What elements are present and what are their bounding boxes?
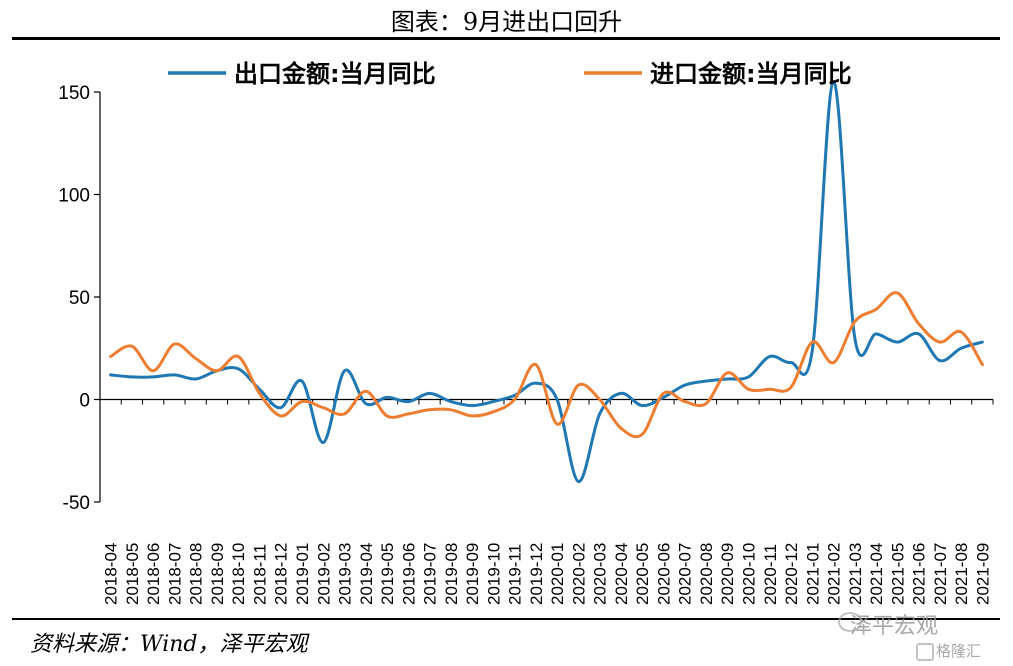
top-rule bbox=[12, 37, 1000, 40]
x-tick-label: 2019-04 bbox=[357, 543, 376, 605]
x-tick-label: 2021-01 bbox=[803, 543, 822, 605]
y-tick-label: -50 bbox=[63, 493, 90, 514]
x-tick-label: 2021-08 bbox=[952, 543, 971, 605]
x-tick-label: 2019-09 bbox=[463, 543, 482, 605]
x-tick-label: 2019-06 bbox=[399, 543, 418, 605]
x-tick-label: 2019-01 bbox=[293, 543, 312, 605]
x-tick-label: 2020-09 bbox=[718, 543, 737, 605]
x-tick-label: 2021-04 bbox=[867, 543, 886, 605]
x-tick-label: 2019-03 bbox=[336, 543, 355, 605]
x-tick-label: 2018-11 bbox=[250, 544, 269, 605]
watermark: 泽平宏观 bbox=[850, 614, 939, 639]
x-tick-label: 2019-05 bbox=[378, 543, 397, 605]
x-tick-label: 2018-06 bbox=[144, 543, 163, 605]
x-tick-label: 2020-05 bbox=[633, 543, 652, 605]
x-tick-label: 2020-10 bbox=[739, 543, 758, 605]
x-tick-label: 2021-07 bbox=[931, 543, 950, 605]
legend: 出口金额:当月同比 进口金额:当月同比 bbox=[168, 60, 852, 88]
axes: -50 0 50 100 150 2018-04 2018-05 2018-06 2018-07… bbox=[58, 83, 994, 605]
x-tick-label: 2019-08 bbox=[442, 543, 461, 605]
watermark-sub: 格隆汇 bbox=[936, 642, 982, 660]
x-tick-label: 2020-08 bbox=[697, 543, 716, 605]
wechat-icon bbox=[838, 612, 862, 632]
x-tick-label: 2018-05 bbox=[123, 543, 142, 605]
y-tick-label: 100 bbox=[58, 186, 90, 207]
series-group bbox=[109, 80, 984, 484]
x-tick-label: 2018-09 bbox=[208, 543, 227, 605]
series-line-import bbox=[109, 291, 984, 439]
x-tick-label: 2021-03 bbox=[846, 543, 865, 605]
x-tick-label: 2020-07 bbox=[676, 543, 695, 605]
x-tick-label: 2018-08 bbox=[187, 543, 206, 605]
y-tick-label: 150 bbox=[58, 83, 90, 104]
x-tick-label: 2020-12 bbox=[782, 543, 801, 605]
legend-label: 出口金额:当月同比 bbox=[234, 60, 436, 88]
x-tick-label: 2018-07 bbox=[165, 543, 184, 605]
x-tick-label: 2020-11 bbox=[761, 544, 780, 605]
x-tick-label: 2020-01 bbox=[548, 543, 567, 605]
x-tick-label: 2019-12 bbox=[527, 543, 546, 605]
series-line-export bbox=[109, 80, 984, 484]
x-tick-label: 2019-02 bbox=[314, 543, 333, 605]
x-tick-label: 2018-12 bbox=[272, 543, 291, 605]
x-tick-label: 2019-07 bbox=[421, 543, 440, 605]
x-tick-label: 2021-02 bbox=[825, 543, 844, 605]
bottom-rule bbox=[12, 618, 1000, 620]
x-tick-label: 2020-03 bbox=[591, 543, 610, 605]
x-tick-label: 2021-09 bbox=[973, 543, 992, 605]
gelonghui-icon bbox=[916, 643, 934, 661]
chart-title: 图表：9月进出口回升 bbox=[390, 8, 623, 36]
x-tick-label: 2018-04 bbox=[102, 543, 121, 605]
x-tick-label: 2019-10 bbox=[484, 543, 503, 605]
legend-label: 进口金额:当月同比 bbox=[650, 60, 852, 88]
x-tick-label: 2020-04 bbox=[612, 543, 631, 605]
x-tick-label: 2020-02 bbox=[569, 543, 588, 605]
y-tick-label: 0 bbox=[79, 391, 90, 412]
x-tick-label: 2018-10 bbox=[229, 543, 248, 605]
x-tick-label: 2021-05 bbox=[888, 543, 907, 605]
x-tick-label: 2020-06 bbox=[654, 543, 673, 605]
y-tick-label: 50 bbox=[69, 288, 90, 309]
x-tick-label: 2019-11 bbox=[506, 544, 525, 605]
x-tick-label: 2021-06 bbox=[910, 543, 929, 605]
source-note: 资料来源：Wind，泽平宏观 bbox=[30, 632, 308, 657]
